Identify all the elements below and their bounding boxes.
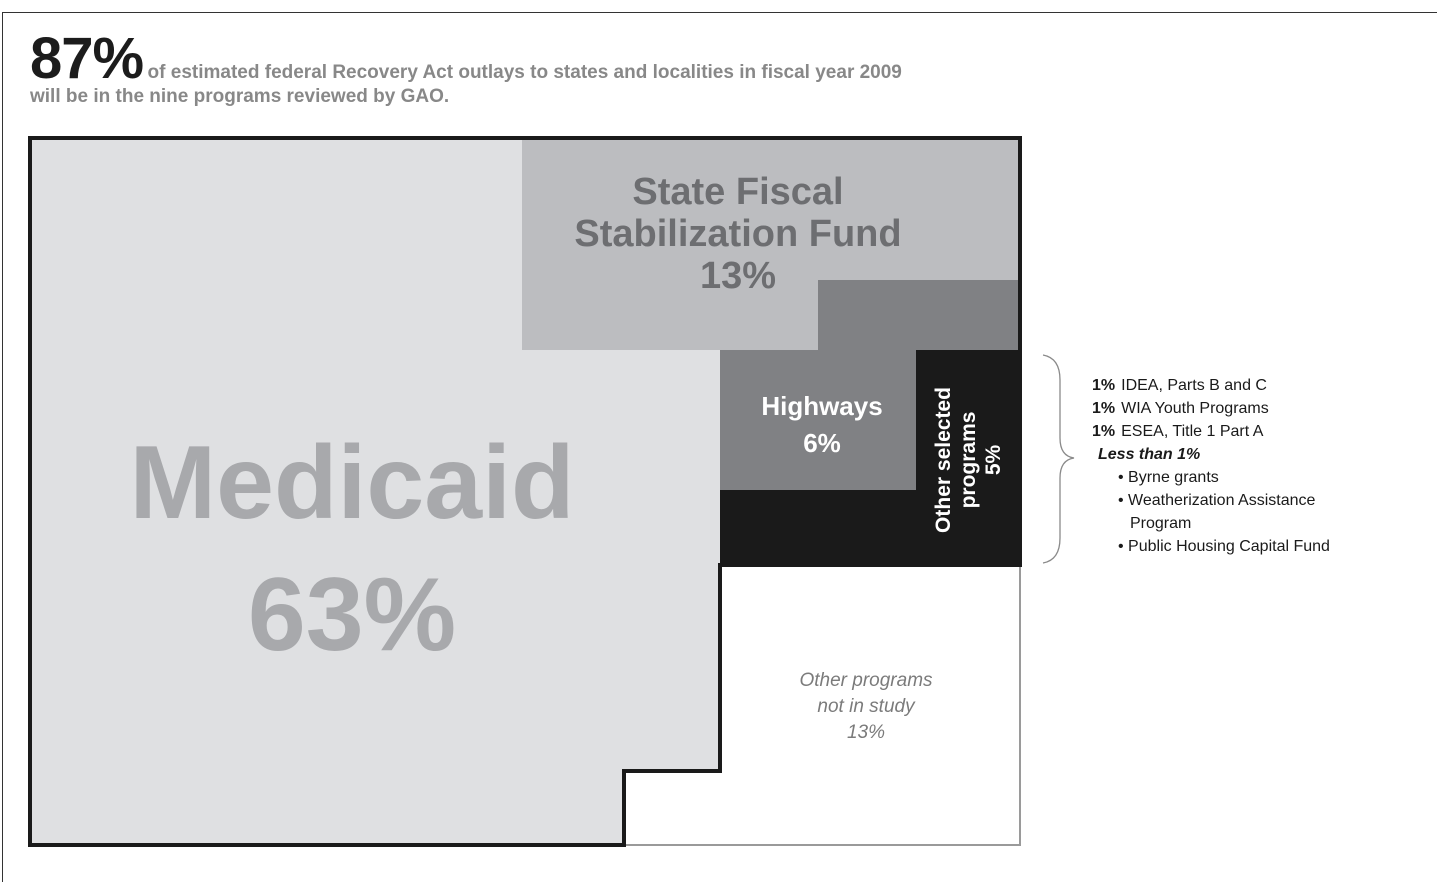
segment-other-selected-programs-top: [818, 280, 1020, 350]
segment-state-fiscal-stabilization-fund: [522, 138, 1020, 350]
breakdown-item: 1% IDEA, Parts B and C: [1092, 374, 1422, 397]
medicaid-label-line: 63%: [248, 557, 456, 673]
breakdown-less-item: • Weatherization Assistance Program: [1118, 489, 1422, 535]
medicaid-label: Medicaid 63%: [130, 425, 575, 673]
not-in-study-label-line: 13%: [847, 722, 885, 743]
breakdown-less-item: • Public Housing Capital Fund: [1118, 535, 1422, 558]
other-selected-label-line: 5%: [982, 445, 1005, 476]
not-in-study-label-line: Other programs: [799, 670, 933, 691]
headline: 87% of estimated federal Recovery Act ou…: [30, 30, 1080, 108]
medicaid-label-line: Medicaid: [130, 425, 575, 541]
figure-frame: [2, 12, 1437, 882]
breakdown-item-percent: 1%: [1092, 423, 1116, 440]
segment-medicaid: [30, 138, 720, 845]
breakdown-item-label: WIA Youth Programs: [1121, 400, 1269, 417]
highways-label: Highways 6%: [761, 391, 882, 458]
breakdown-item-percent: 1%: [1092, 377, 1116, 394]
highways-label-line: 6%: [803, 428, 841, 458]
segment-highways: [720, 350, 916, 490]
breakdown-item-percent: 1%: [1092, 400, 1116, 417]
other-selected-label-line: programs: [957, 412, 980, 509]
breakdown-item: 1% ESEA, Title 1 Part A: [1092, 420, 1422, 443]
breakdown-less-heading: Less than 1%: [1098, 446, 1201, 463]
breakdown-legend: 1% IDEA, Parts B and C 1% WIA Youth Progra…: [1092, 374, 1422, 558]
not-in-study-label-line: not in study: [817, 696, 916, 717]
headline-text-line2: will be in the nine programs reviewed by…: [30, 86, 450, 107]
sfsf-label-line: 13%: [700, 255, 776, 297]
breakdown-less-item-text: • Public Housing Capital Fund: [1118, 538, 1330, 555]
brace-icon: [1042, 354, 1075, 564]
reviewed-programs-outline: [28, 136, 1022, 847]
breakdown-less-item: • Byrne grants: [1118, 466, 1422, 489]
breakdown-less-item-text-cont: Program: [1130, 515, 1192, 532]
other-selected-label: Other selected programs 5%: [932, 387, 1005, 533]
highways-label-line: Highways: [761, 391, 882, 421]
breakdown-item-label: ESEA, Title 1 Part A: [1121, 423, 1264, 440]
headline-text: of estimated federal Recovery Act outlay…: [147, 62, 902, 83]
sfsf-label-line: State Fiscal: [632, 171, 843, 213]
headline-percent: 87%: [30, 26, 144, 91]
other-selected-label-line: Other selected: [932, 387, 955, 533]
breakdown-less-item-text: • Byrne grants: [1118, 469, 1219, 486]
sfsf-label-line: Stabilization Fund: [574, 213, 901, 255]
not-in-study-label: Other programs not in study 13%: [799, 670, 933, 743]
segment-other-selected-programs: [720, 350, 1020, 565]
breakdown-item-label: IDEA, Parts B and C: [1121, 377, 1267, 394]
breakdown-less-item-text: • Weatherization Assistance: [1118, 492, 1316, 509]
breakdown-item: 1% WIA Youth Programs: [1092, 397, 1422, 420]
